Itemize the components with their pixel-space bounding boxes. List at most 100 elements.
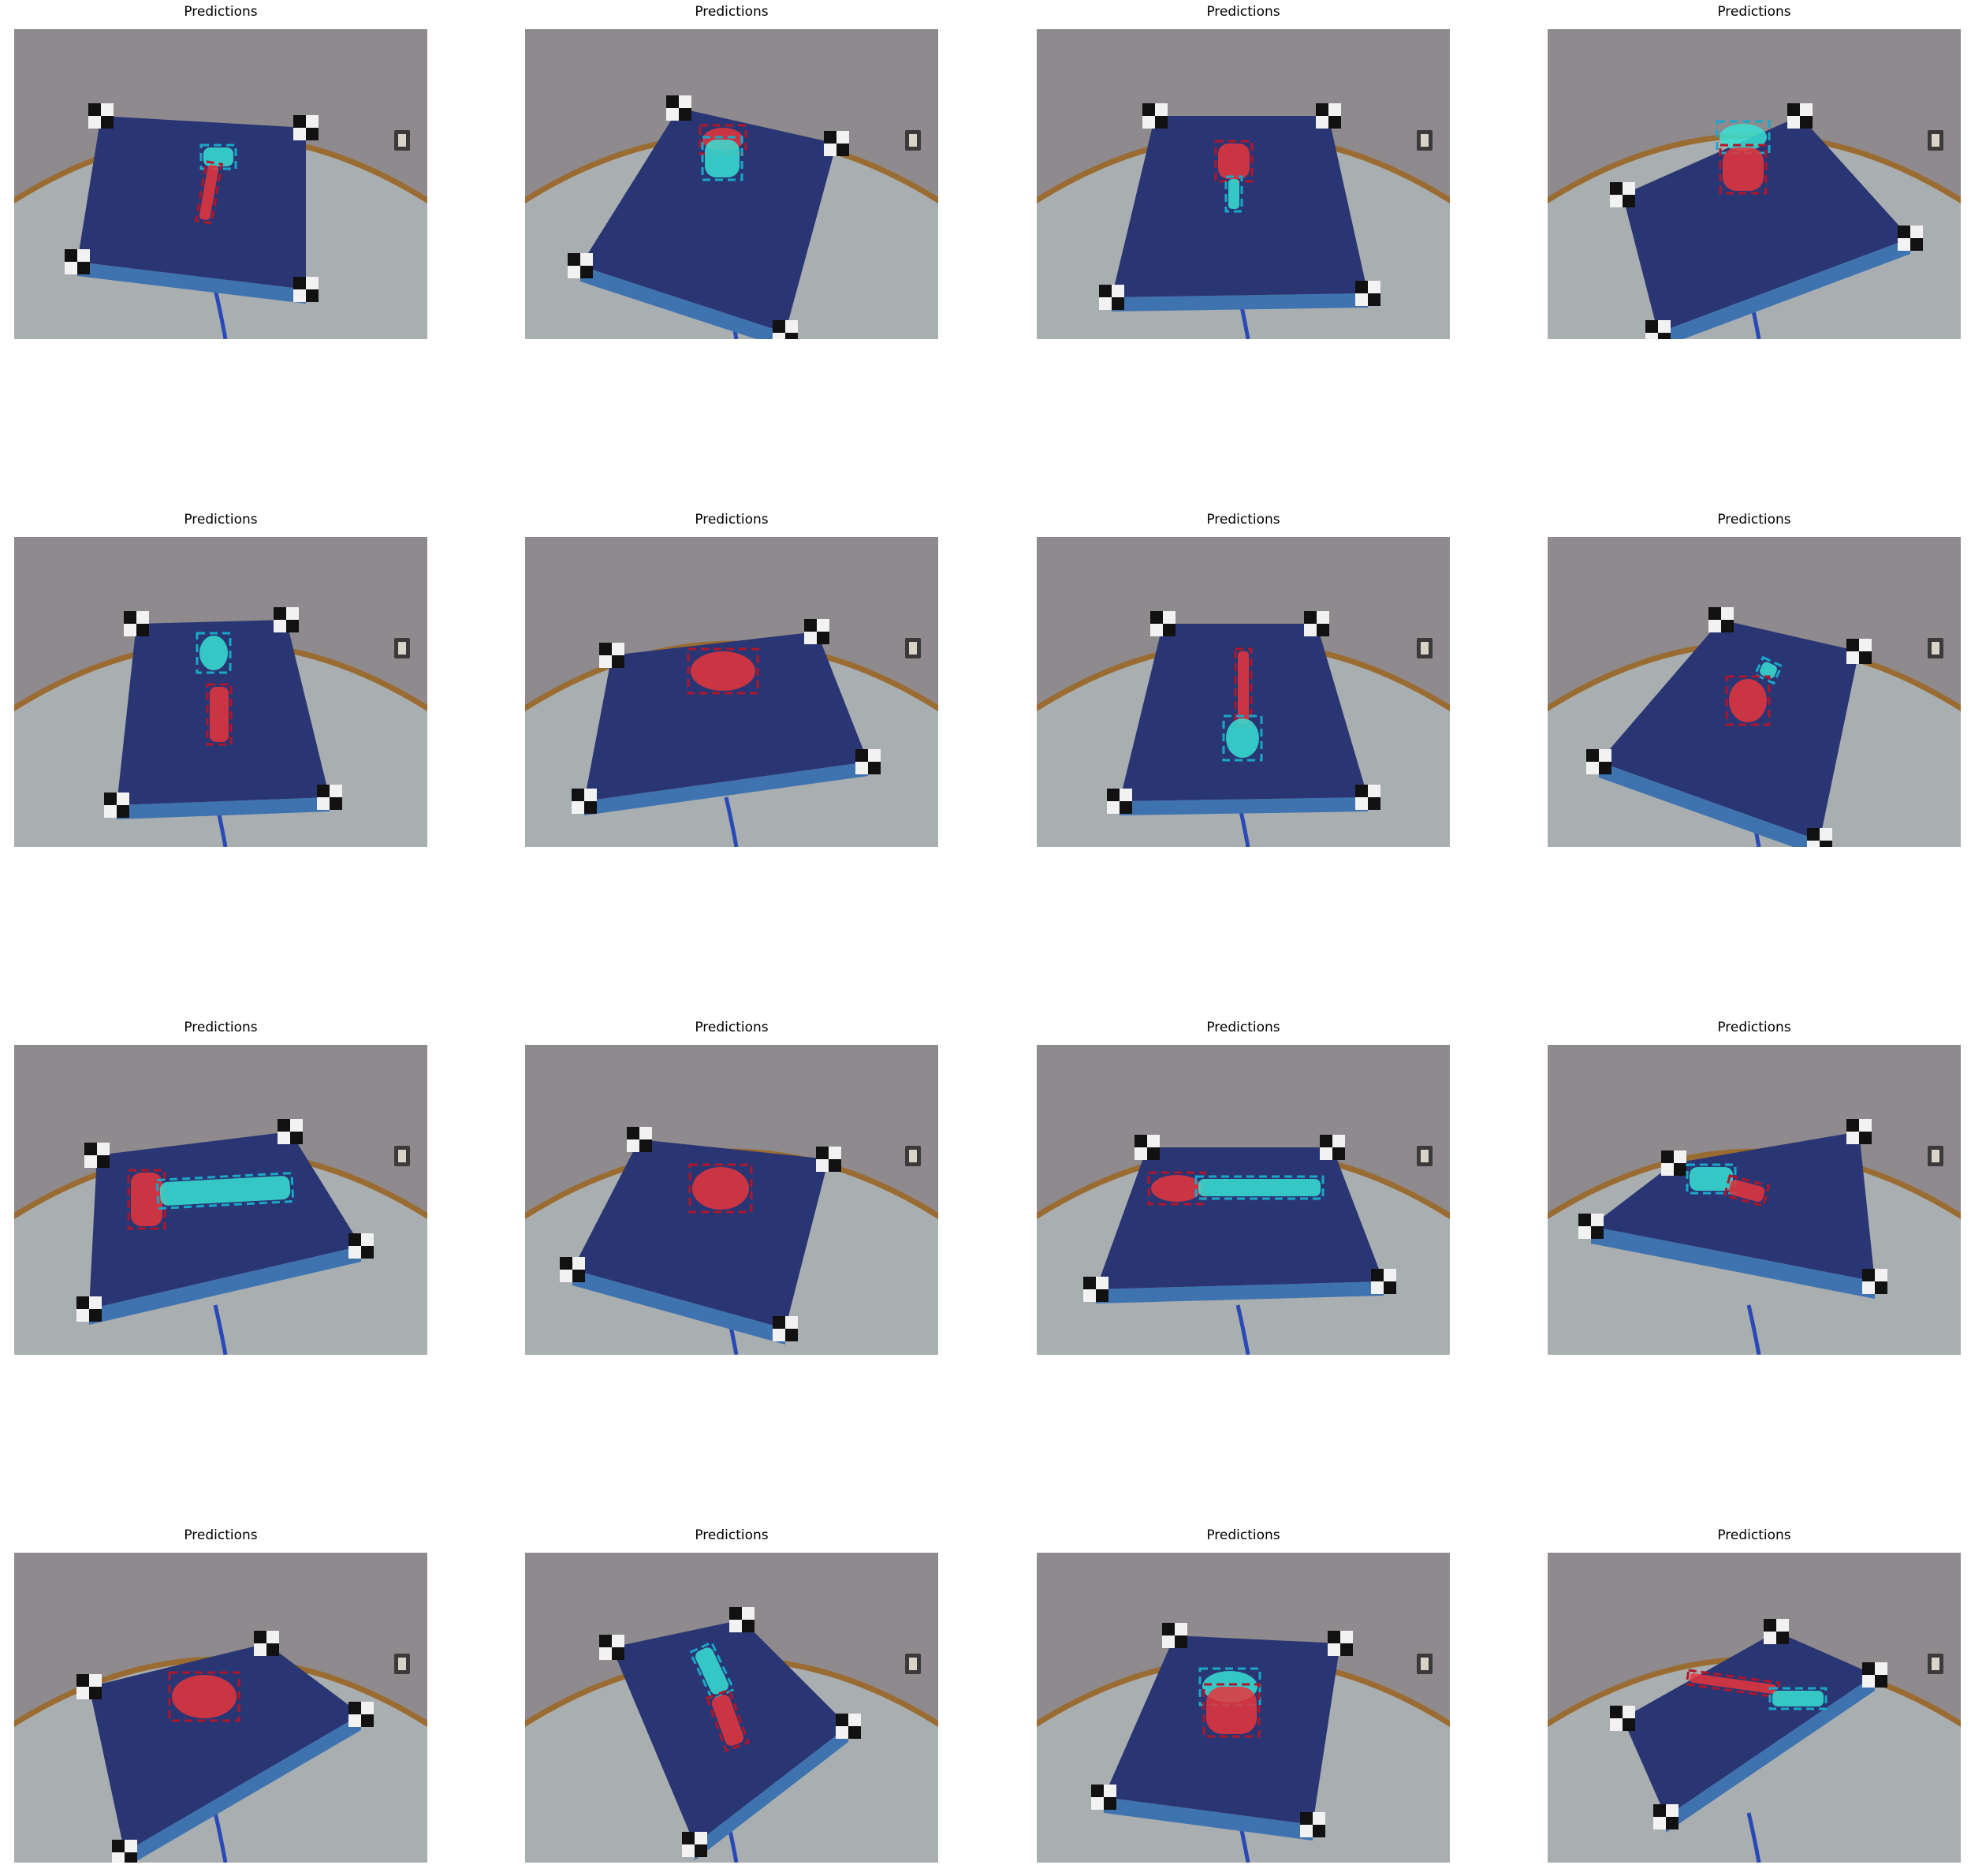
wall-outlet-face (1421, 1150, 1429, 1162)
prediction-panel: Predictions (525, 0, 938, 339)
corner-marker (1875, 1269, 1887, 1281)
corner-marker (317, 797, 330, 810)
red-prediction (1234, 647, 1253, 728)
corner-marker (1721, 607, 1734, 620)
corner-marker (1384, 1269, 1396, 1281)
corner-marker (1764, 1619, 1776, 1632)
corner-marker (1091, 1797, 1104, 1810)
panel-title: Predictions (184, 1020, 258, 1035)
panel-title: Predictions (695, 1527, 769, 1543)
corner-marker (1578, 1214, 1591, 1226)
corner-marker (361, 1246, 374, 1259)
corner-marker (785, 1316, 798, 1329)
corner-marker (1355, 797, 1368, 810)
corner-marker (88, 116, 101, 129)
corner-marker (829, 1159, 841, 1172)
prediction-panel: Predictions (525, 1524, 938, 1863)
corner-marker (1846, 651, 1859, 664)
bounding-box (688, 1163, 753, 1214)
corner-marker (580, 253, 593, 266)
corner-marker (1807, 841, 1820, 847)
prediction-panel: Predictions (14, 1016, 427, 1355)
corner-marker (1120, 801, 1132, 814)
corner-marker (627, 1139, 639, 1152)
corner-marker (84, 1155, 97, 1168)
corner-marker (1142, 116, 1155, 129)
corner-marker (1107, 801, 1120, 814)
corner-marker (1658, 320, 1671, 333)
corner-marker (306, 115, 319, 128)
corner-marker (1591, 1226, 1604, 1239)
bounding-box (1202, 1683, 1261, 1738)
corner-marker (1859, 651, 1872, 664)
bounding-box (1222, 714, 1263, 762)
bounding-box (1725, 675, 1771, 726)
corner-marker (1368, 281, 1380, 293)
wall-outlet-face (1932, 1150, 1939, 1162)
corner-marker (1135, 1135, 1147, 1147)
corner-marker (1384, 1281, 1396, 1294)
corner-marker (89, 1309, 102, 1322)
corner-marker (1332, 1135, 1345, 1147)
wall-outlet-face (1932, 1658, 1939, 1670)
red-prediction (1719, 144, 1768, 195)
board-side (695, 1726, 848, 1860)
board-top (1599, 620, 1859, 841)
corner-marker (124, 624, 136, 636)
corner-marker (817, 619, 829, 632)
corner-marker (101, 116, 114, 129)
corner-marker (1776, 1619, 1789, 1632)
corner-marker (306, 289, 319, 302)
wall-outlet-face (909, 134, 917, 147)
cyan-prediction (1768, 1687, 1828, 1710)
corner-marker (1147, 1135, 1160, 1147)
corner-marker (1162, 1635, 1175, 1648)
segmentation-mask (159, 1176, 291, 1206)
board-top (1591, 1132, 1875, 1281)
segmentation-mask (1151, 1175, 1202, 1202)
panel-title: Predictions (1206, 512, 1280, 528)
corner-marker (1910, 226, 1923, 238)
corner-marker (1099, 285, 1112, 297)
corner-marker (76, 1296, 89, 1309)
cyan-prediction (688, 1640, 736, 1702)
corner-marker (785, 1329, 798, 1341)
corner-marker (1316, 103, 1328, 116)
corner-marker (666, 95, 679, 108)
cable (1746, 1304, 1761, 1355)
corner-marker (1328, 103, 1341, 116)
corner-marker (773, 1329, 785, 1341)
corner-marker (254, 1631, 266, 1643)
corner-marker (836, 1726, 848, 1739)
cyan-prediction (155, 1171, 295, 1210)
corner-marker (136, 611, 149, 624)
board-top (1623, 116, 1910, 333)
board-top (1112, 116, 1368, 297)
corner-marker (580, 266, 593, 278)
corner-marker (1846, 1132, 1859, 1144)
corner-marker (612, 1635, 624, 1647)
corner-marker (104, 793, 117, 805)
segmentation-mask (199, 165, 219, 220)
board-side (125, 1714, 361, 1863)
cyan-prediction (1224, 175, 1243, 213)
corner-marker (1645, 320, 1658, 333)
segmentation-mask (1729, 679, 1767, 722)
corner-marker (679, 95, 691, 108)
corner-marker (599, 1635, 612, 1647)
corner-marker (1107, 789, 1120, 801)
corner-marker (572, 801, 584, 814)
corner-marker (1099, 297, 1112, 310)
corner-marker (1599, 749, 1611, 762)
corner-marker (1764, 1632, 1776, 1644)
corner-marker (1708, 620, 1721, 632)
corner-marker (627, 1127, 639, 1139)
corner-marker (612, 643, 624, 655)
corner-marker (1800, 116, 1813, 129)
corner-marker (293, 289, 306, 302)
prediction-panel: Predictions (1037, 1016, 1450, 1355)
corner-marker (836, 144, 849, 156)
segmentation-mask (1723, 147, 1764, 191)
panel-title: Predictions (184, 512, 258, 528)
segmentation-mask (203, 147, 233, 166)
